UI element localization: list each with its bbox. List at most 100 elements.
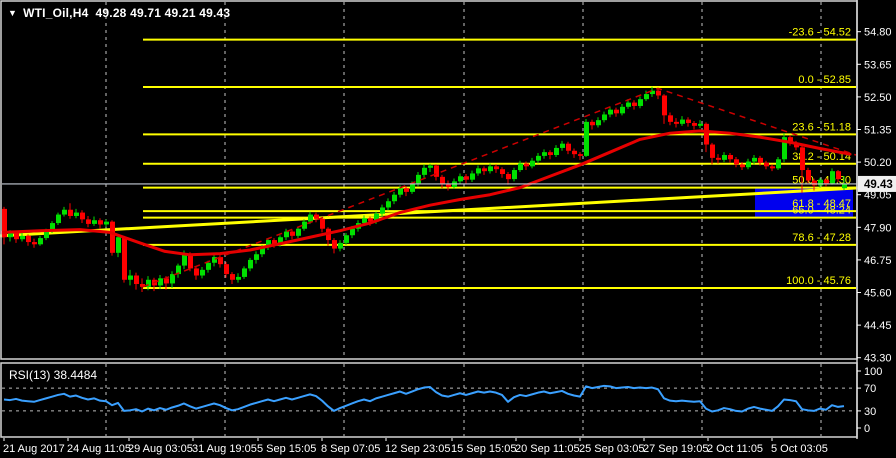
candle-body: [8, 232, 13, 238]
candle-body: [542, 152, 547, 156]
candle-body: [386, 201, 391, 208]
candle-body: [572, 150, 577, 155]
candle-body: [500, 169, 505, 175]
time-axis-label: 21 Aug 2017: [3, 443, 65, 455]
price-axis-label: 52.50: [864, 92, 892, 104]
candle-body: [272, 240, 277, 245]
candle-body: [752, 157, 757, 162]
current-price-badge-text: 49.43: [864, 179, 893, 191]
candle-body: [494, 166, 499, 170]
candle-body: [644, 94, 649, 100]
candle-body: [392, 194, 397, 202]
candle-body: [32, 242, 37, 245]
candle-body: [116, 237, 121, 253]
candle-body: [536, 155, 541, 161]
candle-body: [464, 176, 469, 180]
candle-body: [668, 115, 673, 122]
candle-body: [782, 137, 787, 160]
candle-body: [374, 213, 379, 222]
candle-body: [836, 171, 841, 180]
candle-body: [590, 121, 595, 126]
price-axis-label: 51.35: [864, 125, 892, 137]
time-axis-label: 5 Sep 15:05: [257, 443, 316, 455]
candle-body: [38, 238, 43, 245]
fibonacci-level-label: 38.2 - 50.14: [792, 151, 851, 163]
yellow-trendline: [0, 186, 859, 238]
candle-body: [674, 121, 679, 124]
candle-body: [656, 90, 661, 96]
red-moving-average: [0, 129, 852, 257]
candle-body: [692, 122, 697, 126]
candle-body: [248, 259, 253, 269]
price-axis-label: 43.30: [864, 353, 892, 365]
candle-body: [548, 152, 553, 156]
time-axis-label: 24 Aug 11:05: [67, 443, 131, 455]
candle-body: [62, 209, 67, 215]
time-axis-label: 12 Sep 23:05: [385, 443, 450, 455]
candle-body: [104, 221, 109, 225]
candle-body: [512, 170, 517, 180]
candle-body: [578, 154, 583, 156]
candle-body: [608, 109, 613, 115]
candle-body: [422, 167, 427, 175]
candle-body: [194, 268, 199, 276]
candle-body: [50, 223, 55, 231]
candle-body: [710, 144, 715, 158]
time-axis-label: 2 Oct 11:05: [707, 443, 763, 455]
candle-body: [410, 183, 415, 192]
candle-body: [626, 102, 631, 107]
candle-body: [236, 276, 241, 280]
candle-body: [602, 114, 607, 121]
candle-body: [200, 269, 205, 276]
candle-body: [818, 179, 823, 186]
candle-body: [812, 180, 817, 186]
candle-body: [650, 90, 655, 95]
candle-body: [404, 188, 409, 192]
candle-body: [338, 242, 343, 249]
candle-body: [446, 184, 451, 188]
candle-body: [218, 257, 223, 265]
candle-body: [134, 275, 139, 285]
candle-body: [614, 109, 619, 114]
price-axis-label: 45.60: [864, 288, 892, 300]
candle-body: [380, 207, 385, 214]
candle-body: [770, 166, 775, 169]
time-axis-label: 29 Aug 03:05: [128, 443, 193, 455]
candle-body: [92, 220, 97, 224]
fibonacci-level-label: 0.0 - 52.85: [798, 74, 851, 86]
candle-body: [110, 221, 115, 253]
candle-body: [440, 176, 445, 185]
candle-body: [320, 218, 325, 229]
candle-body: [290, 231, 295, 236]
candle-body: [20, 235, 25, 240]
candle-body: [764, 162, 769, 167]
candle-body: [332, 240, 337, 249]
candle-body: [824, 179, 829, 184]
candle-body: [224, 264, 229, 275]
candle-body: [140, 284, 145, 287]
candle-body: [596, 120, 601, 126]
candle-body: [554, 147, 559, 156]
candle-body: [302, 221, 307, 229]
candle-body: [164, 278, 169, 284]
candle-body: [506, 174, 511, 180]
candle-body: [188, 254, 193, 269]
candle-body: [368, 218, 373, 222]
candle-body: [662, 95, 667, 116]
candle-body: [584, 121, 589, 156]
ohlc-readout: 49.28 49.71 49.21 49.43: [95, 6, 231, 20]
candle-body: [74, 212, 79, 216]
rsi-axis-label: 70: [864, 383, 876, 395]
candle-body: [800, 147, 805, 171]
candle-body: [56, 214, 61, 224]
candle-body: [482, 168, 487, 172]
candle-body: [716, 157, 721, 160]
candle-body: [44, 230, 49, 239]
candle-body: [704, 123, 709, 145]
candle-body: [68, 209, 73, 216]
fibonacci-level-label: 100.0 - 45.76: [786, 275, 851, 287]
candle-body: [182, 254, 187, 266]
symbol-dropdown-icon[interactable]: ▼: [8, 8, 18, 18]
